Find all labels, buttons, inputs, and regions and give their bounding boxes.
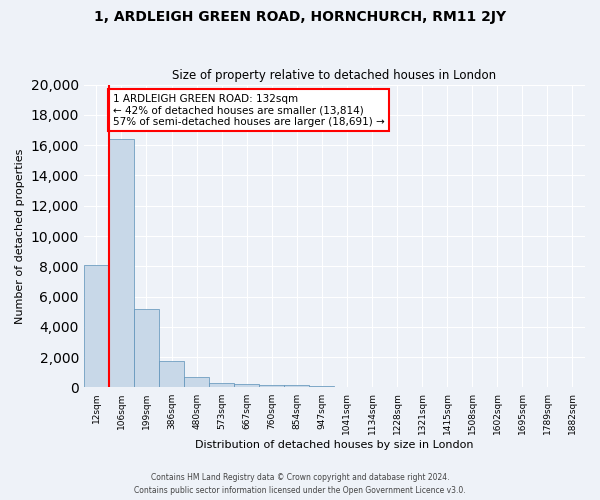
Y-axis label: Number of detached properties: Number of detached properties: [15, 148, 25, 324]
Bar: [334, 386, 359, 388]
Bar: [359, 387, 385, 388]
Bar: [109, 139, 134, 388]
Text: 1 ARDLEIGH GREEN ROAD: 132sqm
← 42% of detached houses are smaller (13,814)
57% : 1 ARDLEIGH GREEN ROAD: 132sqm ← 42% of d…: [113, 94, 385, 127]
Bar: [159, 361, 184, 388]
Bar: [234, 384, 259, 388]
Text: Contains HM Land Registry data © Crown copyright and database right 2024.
Contai: Contains HM Land Registry data © Crown c…: [134, 474, 466, 495]
Bar: [284, 385, 310, 388]
Bar: [184, 377, 209, 388]
Bar: [209, 382, 234, 388]
Bar: [310, 386, 334, 388]
Bar: [84, 265, 109, 388]
Bar: [259, 385, 284, 388]
X-axis label: Distribution of detached houses by size in London: Distribution of detached houses by size …: [195, 440, 473, 450]
Title: Size of property relative to detached houses in London: Size of property relative to detached ho…: [172, 69, 496, 82]
Bar: [134, 308, 159, 388]
Text: 1, ARDLEIGH GREEN ROAD, HORNCHURCH, RM11 2JY: 1, ARDLEIGH GREEN ROAD, HORNCHURCH, RM11…: [94, 10, 506, 24]
